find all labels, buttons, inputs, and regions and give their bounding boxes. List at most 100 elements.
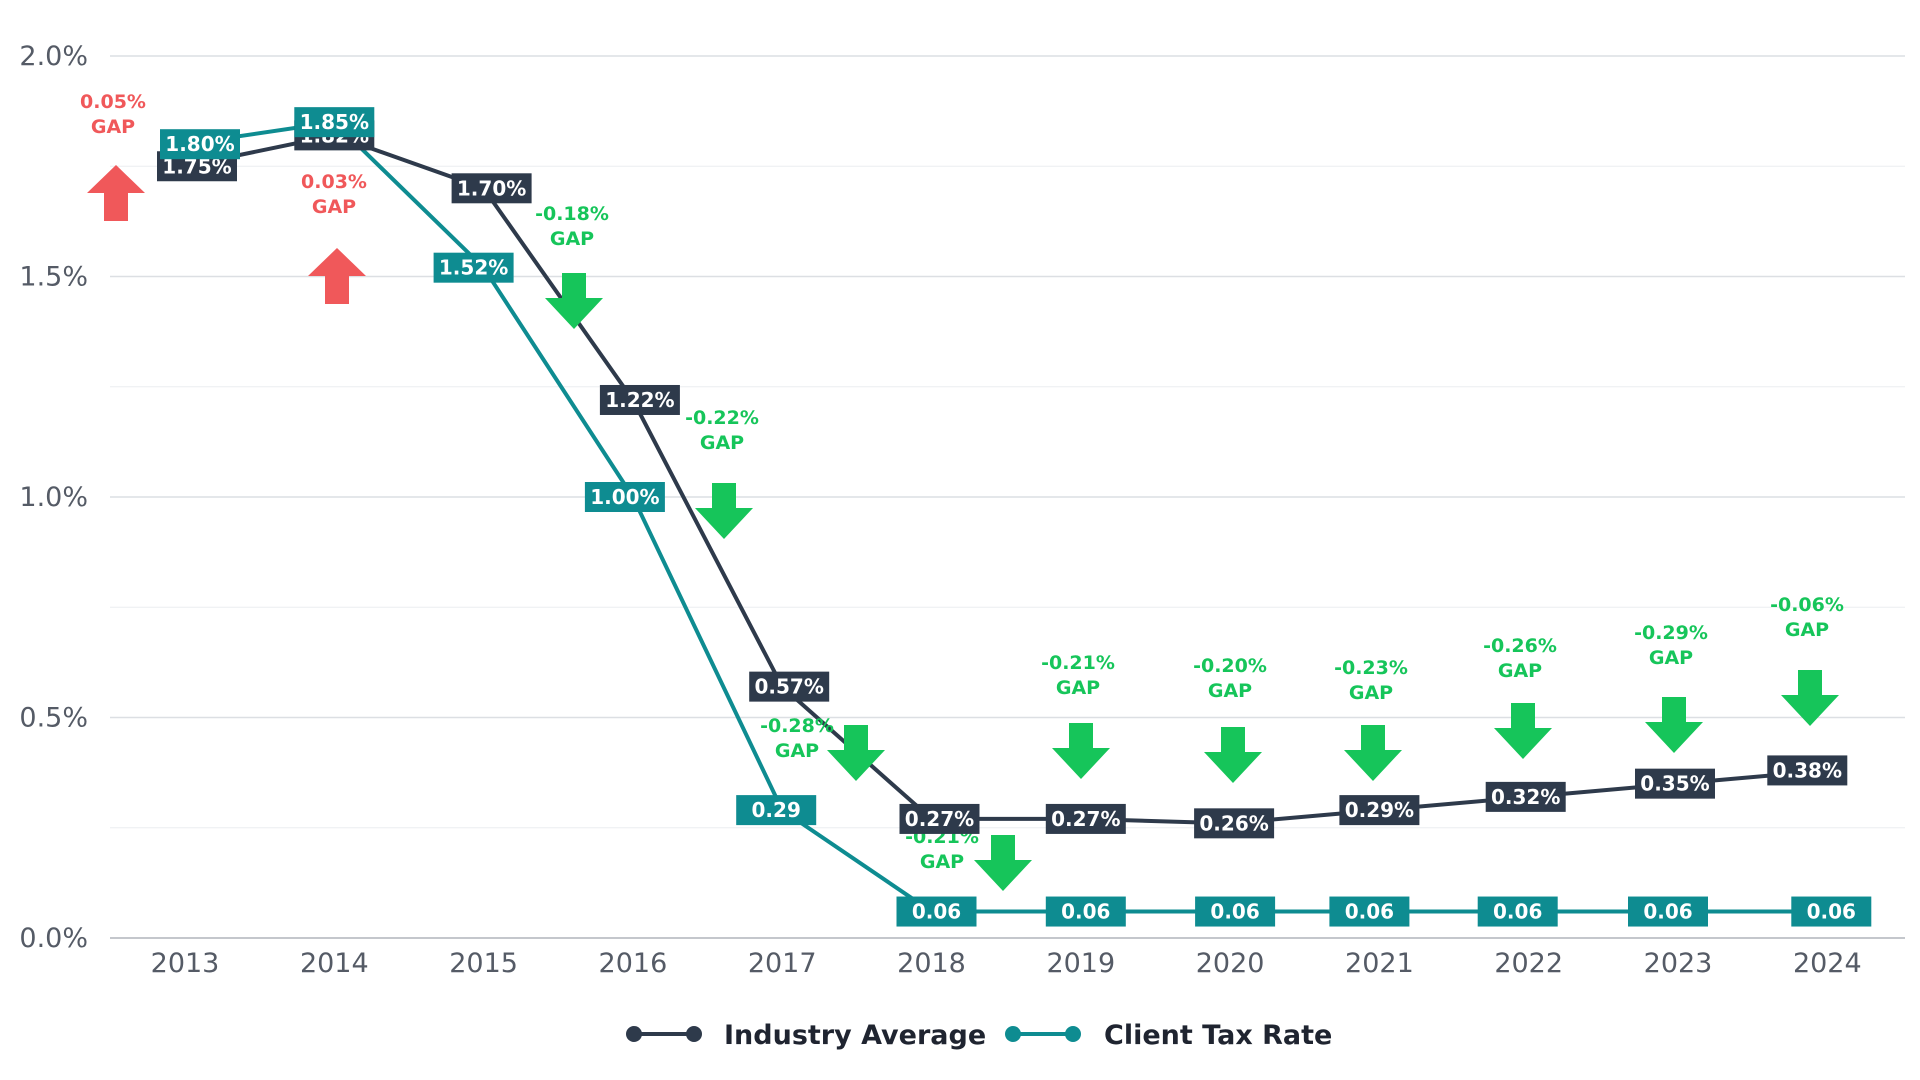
industry-label-2021: 0.29% [1339,795,1420,826]
y-tick-label: 0.0% [19,923,88,954]
data-label: 0.06 [912,900,961,924]
data-label-box [294,107,375,138]
gap-word: GAP [700,432,744,454]
industry-label-2020: 0.26% [1194,808,1275,839]
data-label: 0.06 [1807,900,1856,924]
x-tick-label: 2019 [1046,948,1115,979]
data-label: 1.00% [590,485,659,509]
industry-label-2019: 0.27% [1045,803,1126,834]
client-label-2024: 0.06 [1791,896,1872,927]
gap-word: GAP [920,851,964,873]
data-labels: 1.75%1.82%1.70%1.22%0.57%0.27%0.27%0.26%… [157,107,1872,927]
gap-value: -0.29% [1634,622,1708,644]
gap-annotation-2022: -0.26% GAP [1483,635,1557,759]
gap-value: -0.28% [760,715,834,737]
client-label-2018: 0.06 [896,896,977,927]
data-label-box [899,803,980,834]
x-tick-label: 2013 [151,948,220,979]
gap-value: -0.20% [1193,655,1267,677]
data-label: 1.85% [300,110,369,134]
data-label: 0.06 [1493,900,1542,924]
x-tick-label: 2018 [897,948,966,979]
data-label-box [1477,896,1558,927]
gap-value: 0.05% [80,91,146,113]
arrow-down-icon [545,273,603,329]
gap-word: GAP [1056,677,1100,699]
gap-annotation-2020: -0.20% GAP [1193,655,1267,783]
industry-label-2015: 1.70% [451,173,532,204]
data-label: 0.38% [1773,758,1842,782]
legend-marker-icon [1005,1026,1021,1042]
client-label-2021: 0.06 [1329,896,1410,927]
data-label: 0.27% [1051,807,1120,831]
data-label: 0.26% [1199,811,1268,835]
data-label: 0.29% [1345,798,1414,822]
legend-item-client-tax-rate[interactable]: Client Tax Rate [1005,1020,1332,1051]
data-label-box [1194,808,1275,839]
data-label-box [1791,896,1872,927]
arrow-down-icon [1645,697,1703,753]
data-label-box [1329,896,1410,927]
gap-word: GAP [1498,660,1542,682]
gap-word: GAP [312,196,356,218]
gap-word: GAP [1208,680,1252,702]
y-tick-label: 0.5% [19,703,88,734]
gap-word: GAP [775,740,819,762]
x-tick-label: 2016 [599,948,668,979]
industry-label-2016: 1.22% [599,384,680,415]
data-label-box [896,896,977,927]
client-label-2019: 0.06 [1045,896,1126,927]
data-label-box [584,482,665,512]
data-label-box [599,384,680,415]
x-tick-label: 2023 [1644,948,1713,979]
gap-annotation-2014: 0.03% GAP [301,171,367,304]
gap-word: GAP [91,116,135,138]
gap-value: -0.26% [1483,635,1557,657]
industry-label-2018: 0.27% [899,803,980,834]
data-label-box [1485,781,1566,812]
data-label-box [1628,896,1708,927]
gap-annotation-2016: -0.22% GAP [685,407,759,539]
client-label-2014: 1.85% [294,107,375,138]
arrow-down-icon [1781,670,1839,726]
x-tick-label: 2017 [748,948,817,979]
industry-label-2023: 0.35% [1635,768,1715,799]
arrow-down-icon [827,725,885,781]
gap-annotation-2017: -0.28% GAP [760,715,885,781]
gap-word: GAP [1649,647,1693,669]
legend-marker-icon [1065,1026,1081,1042]
data-label: 1.52% [439,256,508,280]
legend-item-industry-average[interactable]: Industry Average [626,1020,986,1051]
data-label: 0.57% [755,675,824,699]
arrow-down-icon [1344,725,1402,781]
gap-value: -0.22% [685,407,759,429]
x-tick-label: 2022 [1494,948,1563,979]
data-label-box [1339,795,1420,826]
industry-label-2024: 0.38% [1767,755,1848,786]
legend-label: Industry Average [724,1020,986,1051]
data-label-box [1045,896,1126,927]
data-label: 1.70% [457,176,526,200]
gap-annotation-2021: -0.23% GAP [1334,657,1408,781]
x-tick-label: 2015 [449,948,518,979]
gap-annotation-2019: -0.21% GAP [1041,652,1115,779]
client-label-2022: 0.06 [1477,896,1558,927]
legend[interactable]: Industry Average Client Tax Rate [626,1020,1332,1051]
gap-annotation-2013: 0.05% GAP [80,91,146,221]
gap-value: -0.06% [1770,594,1844,616]
data-label: 1.22% [605,388,674,412]
data-label-box [1195,896,1276,927]
client-label-2016: 1.00% [584,482,665,512]
data-label-box [749,671,830,702]
data-label-box [1635,768,1715,799]
arrow-up-icon [87,165,145,221]
gap-annotation-2024: -0.06% GAP [1770,594,1844,726]
gap-value: -0.23% [1334,657,1408,679]
gap-annotation-2018: -0.21%GAP [905,826,1032,891]
legend-label: Client Tax Rate [1104,1020,1332,1051]
data-label-box [736,795,817,826]
client-label-2020: 0.06 [1195,896,1276,927]
arrow-down-icon [1052,723,1110,779]
industry-label-2017: 0.57% [749,671,830,702]
